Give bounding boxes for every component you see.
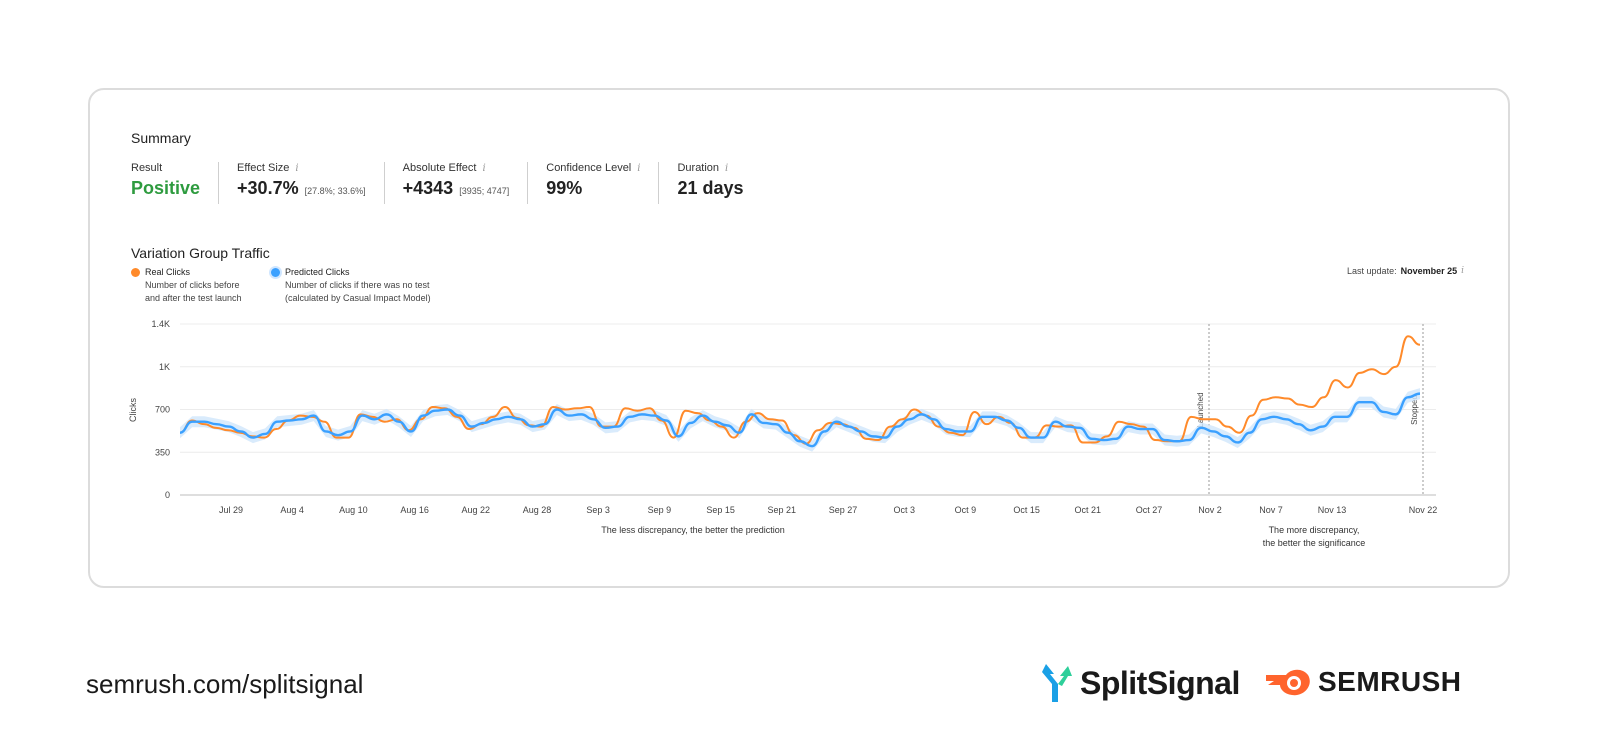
legend-predicted-label: Predicted Clicks xyxy=(285,267,350,277)
splitsignal-logo-icon xyxy=(1042,664,1072,702)
x-tick-label: Oct 9 xyxy=(955,505,977,515)
blue-dot-icon xyxy=(271,268,280,277)
traffic-chart: 0 350 700 1K 1.4K Clicks Jul 29 Aug 4 Aug 10 Aug … xyxy=(128,319,1438,548)
legend-predicted-clicks[interactable]: Predicted Clicks Number of clicks if ther… xyxy=(271,266,450,305)
metric-label-text: Absolute Effect xyxy=(402,162,477,174)
metric-label-text: Duration xyxy=(677,162,720,174)
splitsignal-logo-text: SplitSignal xyxy=(1080,664,1240,701)
info-icon[interactable]: i xyxy=(1461,266,1464,276)
result-value: Positive xyxy=(131,178,201,198)
legend-predicted-desc: Number of clicks if there was no test (c… xyxy=(285,280,431,303)
confidence-level-value: 99% xyxy=(546,178,583,198)
legend-real-clicks[interactable]: Real Clicks Number of clicks before and a… xyxy=(131,266,255,305)
marker-label: Stopped xyxy=(1410,395,1419,425)
info-icon[interactable]: i xyxy=(637,162,641,174)
x-tick-label: Jul 29 xyxy=(219,505,243,515)
x-tick-label: Sep 21 xyxy=(768,505,797,515)
semrush-logo-text: SEMRUSH xyxy=(1318,666,1462,697)
metric-effect-size: Effect Size i +30.7% [27.8%; 33.6%] xyxy=(237,162,385,204)
x-tick-label: Sep 15 xyxy=(706,505,735,515)
x-tick-label: Aug 16 xyxy=(400,505,429,515)
effect-size-value: +30.7% xyxy=(237,178,299,198)
marker-label: Launched xyxy=(1196,392,1205,427)
annotation-more-discrepancy-1: The more discrepancy, xyxy=(1269,525,1360,535)
x-tick-label: Sep 9 xyxy=(648,505,672,515)
metric-duration: Duration i 21 days xyxy=(677,162,761,204)
x-tick-label: Aug 4 xyxy=(280,505,304,515)
metric-result: Result Positive xyxy=(131,162,220,204)
semrush-logo: SEMRUSH xyxy=(1264,665,1462,699)
metric-absolute-effect: Absolute Effect i +4343 [3935; 4747] xyxy=(403,162,529,204)
semrush-logo-icon xyxy=(1266,669,1310,696)
x-tick-label: Aug 22 xyxy=(462,505,491,515)
metric-label-text: Effect Size xyxy=(237,162,290,174)
x-tick-label: Oct 15 xyxy=(1013,505,1040,515)
splitsignal-logo: SplitSignal xyxy=(1038,662,1240,704)
info-icon[interactable]: i xyxy=(725,162,729,174)
traffic-title: Variation Group Traffic xyxy=(131,245,270,261)
absolute-effect-value: +4343 xyxy=(402,178,454,198)
x-tick-label: Sep 27 xyxy=(829,505,858,515)
y-tick-label: 700 xyxy=(155,405,170,415)
x-tick-label: Oct 3 xyxy=(893,505,915,515)
metrics-row: Result Positive Effect Size i +30.7% [27.8… xyxy=(131,162,780,204)
annotation-less-discrepancy: The less discrepancy, the better the pre… xyxy=(601,525,784,535)
info-icon[interactable]: i xyxy=(482,162,486,174)
predicted-clicks-line xyxy=(179,392,1421,448)
x-tick-label: Nov 7 xyxy=(1259,505,1283,515)
x-tick-label: Oct 21 xyxy=(1075,505,1102,515)
metric-label: Result xyxy=(131,162,200,174)
absolute-effect-interval: [3935; 4747] xyxy=(459,186,510,196)
x-tick-label: Nov 2 xyxy=(1198,505,1222,515)
chart-legend: Real Clicks Number of clicks before and a… xyxy=(131,266,450,305)
legend-real-label: Real Clicks xyxy=(145,267,191,277)
y-tick-label: 1K xyxy=(159,362,170,372)
effect-size-interval: [27.8%; 33.6%] xyxy=(304,186,366,196)
metric-confidence-level: Confidence Level i 99% xyxy=(546,162,660,204)
x-tick-label: Sep 3 xyxy=(586,505,610,515)
last-update: Last update: November 25 i xyxy=(1347,266,1464,276)
x-tick-label: Nov 22 xyxy=(1409,505,1438,515)
summary-title: Summary xyxy=(131,130,191,146)
y-tick-label: 1.4K xyxy=(151,319,170,329)
y-tick-label: 350 xyxy=(155,447,170,457)
x-tick-label: Aug 10 xyxy=(339,505,368,515)
x-tick-label: Oct 27 xyxy=(1136,505,1163,515)
duration-value: 21 days xyxy=(677,178,744,198)
last-update-label: Last update: xyxy=(1347,266,1397,276)
y-tick-label: 0 xyxy=(165,490,170,500)
x-tick-label: Nov 13 xyxy=(1318,505,1347,515)
footer-url[interactable]: semrush.com/splitsignal xyxy=(86,669,364,699)
summary-card: Summary Result Positive Effect Size i +30… xyxy=(88,88,1510,588)
last-update-value: November 25 xyxy=(1400,266,1458,276)
legend-real-desc: Number of clicks before and after the te… xyxy=(145,280,242,303)
y-axis-label: Clicks xyxy=(128,398,138,422)
metric-label-text: Result xyxy=(131,162,163,174)
annotation-more-discrepancy-2: the better the significance xyxy=(1263,538,1366,548)
real-clicks-line xyxy=(179,335,1421,445)
orange-dot-icon xyxy=(131,268,140,277)
info-icon[interactable]: i xyxy=(295,162,299,174)
x-tick-label: Aug 28 xyxy=(523,505,552,515)
metric-label-text: Confidence Level xyxy=(546,162,632,174)
